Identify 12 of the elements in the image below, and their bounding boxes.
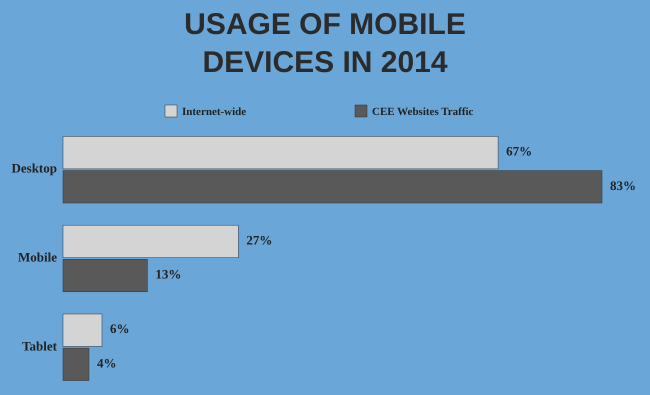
y-tick-label: Desktop xyxy=(11,160,57,176)
data-label: 6% xyxy=(110,321,130,336)
y-tick-label: Tablet xyxy=(22,338,58,354)
y-tick-label: Mobile xyxy=(18,249,58,264)
data-label: 27% xyxy=(246,232,272,248)
chart-title: USAGE OF MOBILE DEVICES IN 2014 xyxy=(184,8,466,79)
legend-label: Internet-wide xyxy=(182,106,246,118)
data-label: 67% xyxy=(506,144,532,159)
data-label: 13% xyxy=(155,266,182,282)
legend-label: CEE Websites Traffic xyxy=(372,106,474,118)
data-label: 4% xyxy=(96,355,116,370)
data-label: 83% xyxy=(610,178,636,193)
